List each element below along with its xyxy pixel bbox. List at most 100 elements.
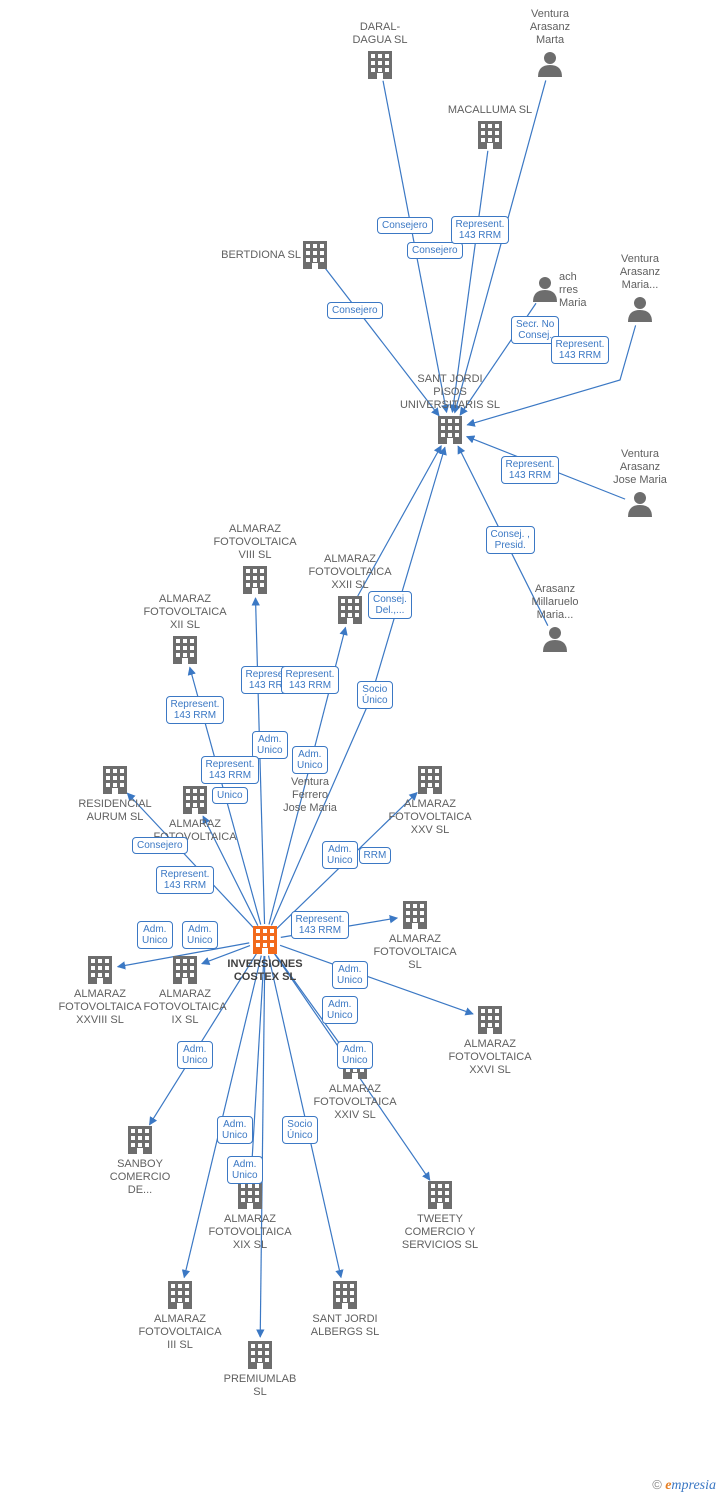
node-alm25[interactable]: ALMARAZ FOTOVOLTAICA XXV SL (370, 798, 490, 837)
node-label: Ventura Arasanz Marta (490, 8, 610, 47)
company-icon (173, 636, 197, 664)
node-label: SANT JORDI PISOS UNIVERSITARIS SL (390, 373, 510, 412)
node-alm_blank2[interactable]: ALMARAZ FOTOVOLTAICA SL (355, 933, 475, 972)
company-icon (88, 956, 112, 984)
node-macalluma[interactable]: MACALLUMA SL (430, 104, 550, 117)
edge-label: Represent. 143 RRM (551, 336, 610, 364)
edge-label: Represent. 143 RRM (201, 756, 260, 784)
node-premiumlab[interactable]: PREMIUMLAB SL (200, 1373, 320, 1399)
edge-label: Represent. 143 RRM (291, 911, 350, 939)
node-ventura_jose[interactable]: Ventura Arasanz Jose Maria (580, 448, 700, 487)
company-icon (253, 926, 277, 954)
edge-label: Consej. Del.,... (368, 591, 412, 619)
node-sanboy[interactable]: SANBOY COMERCIO DE... (80, 1158, 200, 1197)
node-label: SANBOY COMERCIO DE... (80, 1158, 200, 1197)
node-ventura_maria[interactable]: Ventura Arasanz Maria... (580, 253, 700, 292)
company-icon (248, 1341, 272, 1369)
node-alm12[interactable]: ALMARAZ FOTOVOLTAICA XII SL (125, 593, 245, 632)
edge-label: Adm. Unico (322, 996, 358, 1024)
person-icon (538, 52, 562, 77)
edge-label: Represent. 143 RRM (451, 216, 510, 244)
edge-label: Adm. Unico (227, 1156, 263, 1184)
node-label: ALMARAZ FOTOVOLTAICA SL (355, 933, 475, 972)
edge-label: Unico (212, 787, 248, 804)
edge-label: Adm. Unico (137, 921, 173, 949)
edge-label: Consejero (327, 302, 383, 319)
node-label: ALMARAZ FOTOVOLTAICA XIX SL (190, 1213, 310, 1252)
node-costex[interactable]: INVERSIONES COSTEX SL (205, 958, 325, 984)
company-icon (183, 786, 207, 814)
company-icon (478, 121, 502, 149)
company-icon (238, 1181, 262, 1209)
edge-label: Adm. Unico (322, 841, 358, 869)
node-label: PREMIUMLAB SL (200, 1373, 320, 1399)
company-icon (418, 766, 442, 794)
node-alm19[interactable]: ALMARAZ FOTOVOLTAICA XIX SL (190, 1213, 310, 1252)
node-ventura_marta[interactable]: Ventura Arasanz Marta (490, 8, 610, 47)
node-label: DARAL- DAGUA SL (320, 21, 440, 47)
node-alm3[interactable]: ALMARAZ FOTOVOLTAICA III SL (120, 1313, 240, 1352)
node-sj_albergs[interactable]: SANT JORDI ALBERGS SL (285, 1313, 405, 1339)
edge-label: Adm. Unico (332, 961, 368, 989)
node-label: Ventura Arasanz Jose Maria (580, 448, 700, 487)
node-label: ALMARAZ FOTOVOLTAICA III SL (120, 1313, 240, 1352)
node-label: Ventura Ferrero Jose Maria (250, 776, 370, 815)
node-alm26[interactable]: ALMARAZ FOTOVOLTAICA XXVI SL (430, 1038, 550, 1077)
person-icon (628, 492, 652, 517)
node-label: ALMARAZ FOTOVOLTAICA XII SL (125, 593, 245, 632)
node-label: MACALLUMA SL (430, 104, 550, 117)
node-label: SANT JORDI ALBERGS SL (285, 1313, 405, 1339)
edge-label: Adm. Unico (217, 1116, 253, 1144)
company-icon (333, 1281, 357, 1309)
edge-label: Represent. 143 RRM (501, 456, 560, 484)
company-icon (428, 1181, 452, 1209)
company-icon (103, 766, 127, 794)
company-icon (303, 241, 327, 269)
network-canvas (0, 0, 728, 1500)
edge-label: Represent. 143 RRM (166, 696, 225, 724)
node-alm22[interactable]: ALMARAZ FOTOVOLTAICA XXII SL (290, 553, 410, 592)
node-santjordi[interactable]: SANT JORDI PISOS UNIVERSITARIS SL (390, 373, 510, 412)
edge-label: Consejero (377, 217, 433, 234)
node-daral[interactable]: DARAL- DAGUA SL (320, 21, 440, 47)
person-icon (533, 277, 557, 302)
node-label: BERTDIONA SL (181, 249, 301, 262)
edge-label: Adm. Unico (292, 746, 328, 774)
copyright-symbol: © (652, 1477, 662, 1492)
node-label: Arasanz Millaruelo Maria... (495, 583, 615, 622)
edge-label: Adm. Unico (337, 1041, 373, 1069)
brand-rest: mpresia (671, 1478, 716, 1493)
credits: © empresia (652, 1477, 716, 1494)
node-label: TWEETY COMERCIO Y SERVICIOS SL (380, 1213, 500, 1252)
company-icon (243, 566, 267, 594)
node-label: ALMARAZ FOTOVOLTAICA XXV SL (370, 798, 490, 837)
node-label: ALMARAZ FOTOVOLTAICA XXVI SL (430, 1038, 550, 1077)
edge-label: Represent. 143 RRM (156, 866, 215, 894)
node-bertdiona[interactable]: BERTDIONA SL (181, 249, 301, 262)
company-icon (168, 1281, 192, 1309)
node-label: ALMARAZ FOTOVOLTAICA XXII SL (290, 553, 410, 592)
node-arasanz_mill[interactable]: Arasanz Millaruelo Maria... (495, 583, 615, 622)
node-label: Ventura Arasanz Maria... (580, 253, 700, 292)
edge-label: Consejero (132, 837, 188, 854)
edge-label: Adm. Unico (252, 731, 288, 759)
node-label: ALMARAZ FOTOVOLTAICA IX SL (125, 988, 245, 1027)
node-ventura_ferr[interactable]: Ventura Ferrero Jose Maria (250, 776, 370, 815)
company-icon (478, 1006, 502, 1034)
edge-label: Socio Único (282, 1116, 318, 1144)
edge-label: Represent. 143 RRM (281, 666, 340, 694)
node-tweety[interactable]: TWEETY COMERCIO Y SERVICIOS SL (380, 1213, 500, 1252)
company-icon (368, 51, 392, 79)
edge-label: Adm. Unico (182, 921, 218, 949)
edge-label: Adm. Unico (177, 1041, 213, 1069)
company-icon (338, 596, 362, 624)
node-label: INVERSIONES COSTEX SL (205, 958, 325, 984)
company-icon (403, 901, 427, 929)
edge-label: Consej. , Presid. (486, 526, 535, 554)
edge-label: Consejero (407, 242, 463, 259)
company-icon (173, 956, 197, 984)
edge-label: RRM (359, 847, 392, 864)
node-alm9[interactable]: ALMARAZ FOTOVOLTAICA IX SL (125, 988, 245, 1027)
person-icon (543, 627, 567, 652)
company-icon (438, 416, 462, 444)
